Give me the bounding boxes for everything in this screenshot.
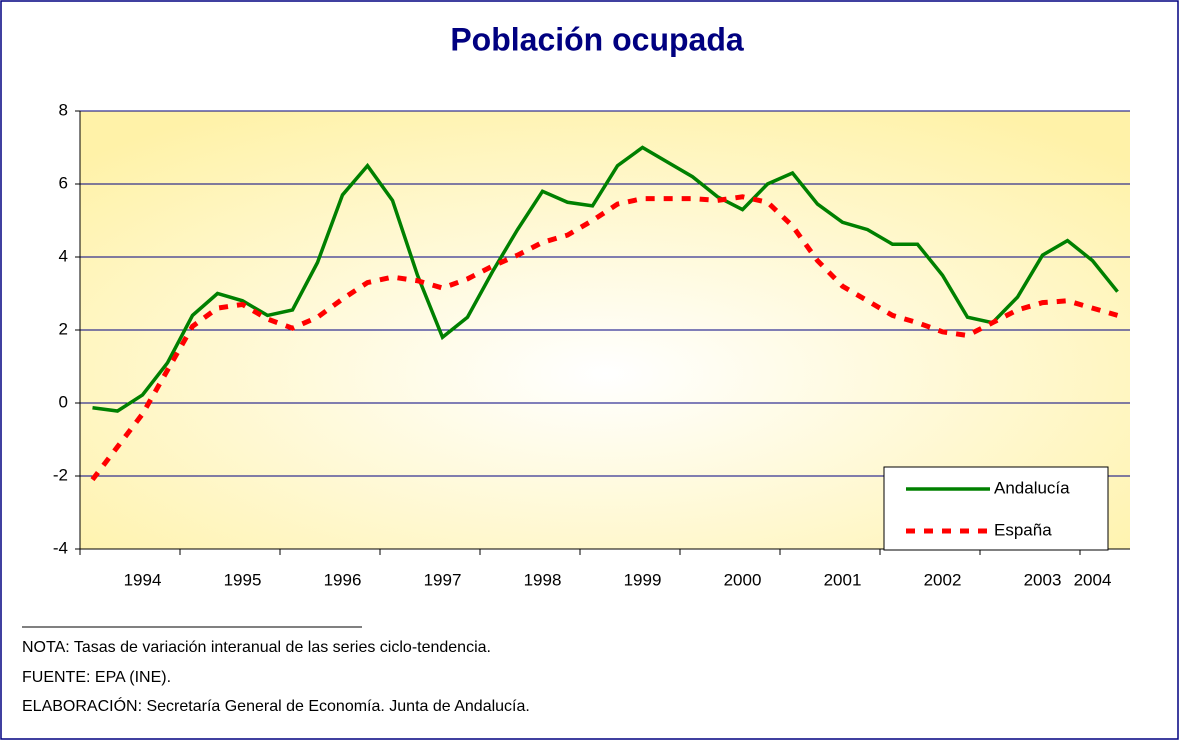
y-tick-label: 8 — [59, 100, 68, 119]
y-tick-label: 0 — [59, 392, 68, 411]
x-tick-label: 2002 — [924, 570, 962, 589]
y-tick-label: 6 — [59, 173, 68, 192]
x-tick-label: 2000 — [724, 570, 762, 589]
chart-title: Población ocupada — [450, 21, 744, 57]
x-tick-label: 2001 — [824, 570, 862, 589]
x-tick-label: 1994 — [124, 570, 162, 589]
note: ELABORACIÓN: Secretaría General de Econo… — [22, 696, 530, 715]
x-tick-label: 1997 — [424, 570, 462, 589]
note: FUENTE: EPA (INE). — [22, 669, 171, 686]
x-tick-label: 2004 — [1074, 570, 1112, 589]
x-tick-label: 1999 — [624, 570, 662, 589]
series-line — [90, 194, 1119, 482]
x-tick-label: 1995 — [224, 570, 262, 589]
legend-box — [883, 466, 1109, 551]
y-tick-label: -4 — [53, 538, 68, 557]
legend-label: España — [994, 520, 1052, 539]
series-line — [92, 145, 1119, 413]
legend-label: Andalucía — [994, 478, 1070, 497]
x-tick-label: 1996 — [324, 570, 362, 589]
note: NOTA: Tasas de variación interanual de l… — [22, 639, 491, 656]
y-tick-label: 4 — [59, 246, 68, 265]
x-tick-label: 1998 — [524, 570, 562, 589]
x-tick-label: 2003 — [1024, 570, 1062, 589]
y-tick-label: 2 — [59, 319, 68, 338]
y-tick-label: -2 — [53, 465, 68, 484]
